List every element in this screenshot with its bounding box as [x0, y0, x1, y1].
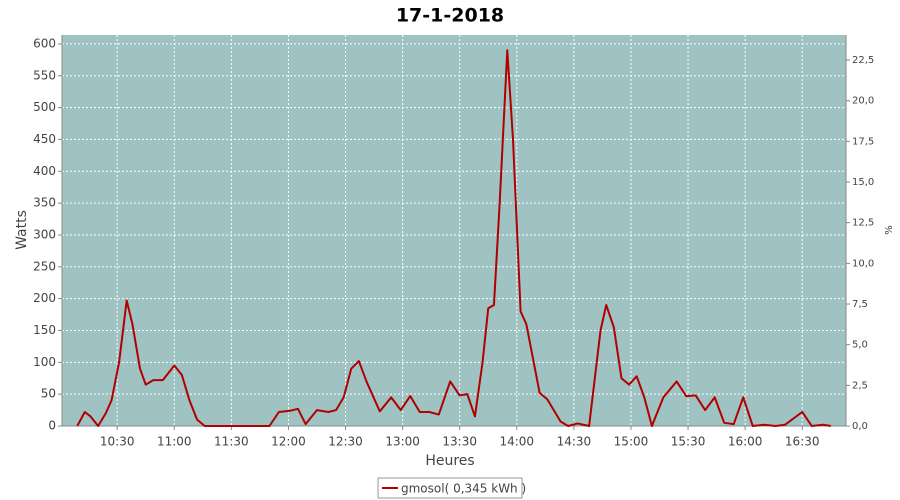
y2-tick-label: 20,0: [852, 96, 874, 107]
plot-area: [62, 35, 846, 426]
y-axis-label: Watts: [14, 210, 30, 250]
x-tick-label: 12:00: [271, 435, 306, 449]
x-tick-label: 11:00: [157, 435, 192, 449]
x-tick-label: 11:30: [214, 435, 249, 449]
x-tick-label: 14:30: [557, 435, 592, 449]
x-tick-label: 15:00: [614, 435, 649, 449]
y2-tick-label: 22,5: [852, 55, 874, 66]
x-tick-label: 14:00: [499, 435, 534, 449]
y2-tick-label: 0,0: [852, 421, 868, 432]
y-tick-label: 300: [33, 227, 56, 241]
y2-tick-label: 7,5: [852, 299, 868, 310]
y-tick-label: 100: [33, 355, 56, 369]
y2-tick-label: 17,5: [852, 136, 874, 147]
x-tick-label: 15:30: [671, 435, 706, 449]
x-axis-label: Heures: [425, 453, 474, 469]
y2-tick-label: 10,0: [852, 258, 874, 269]
y2-tick-label: 12,5: [852, 218, 874, 229]
y-tick-label: 400: [33, 164, 56, 178]
legend: [377, 477, 523, 499]
y-tick-label: 0: [48, 419, 56, 433]
x-tick-label: 16:30: [785, 435, 820, 449]
x-tick-label: 16:00: [728, 435, 763, 449]
x-tick-label: 13:30: [442, 435, 477, 449]
y-tick-label: 250: [33, 259, 56, 273]
y2-tick-label: 5,0: [852, 340, 868, 351]
chart-title: 17-1-2018: [396, 5, 504, 27]
y-tick-label: 500: [33, 100, 56, 114]
x-tick-label: 12:30: [328, 435, 363, 449]
y-tick-label: 600: [33, 36, 56, 50]
y-tick-label: 350: [33, 196, 56, 210]
y-tick-label: 50: [41, 387, 56, 401]
y-tick-label: 200: [33, 291, 56, 305]
x-tick-label: 10:30: [100, 435, 135, 449]
x-tick-label: 13:00: [385, 435, 420, 449]
y-tick-label: 550: [33, 68, 56, 82]
legend-label: gmosol( 0,345 kWh ): [401, 482, 526, 496]
y2-tick-label: 15,0: [852, 177, 874, 188]
y2-tick-label: 2,5: [852, 380, 868, 391]
y-tick-label: 150: [33, 323, 56, 337]
y-tick-label: 450: [33, 132, 56, 146]
data-line: [76, 49, 831, 427]
y2-axis-label: %: [884, 225, 895, 235]
